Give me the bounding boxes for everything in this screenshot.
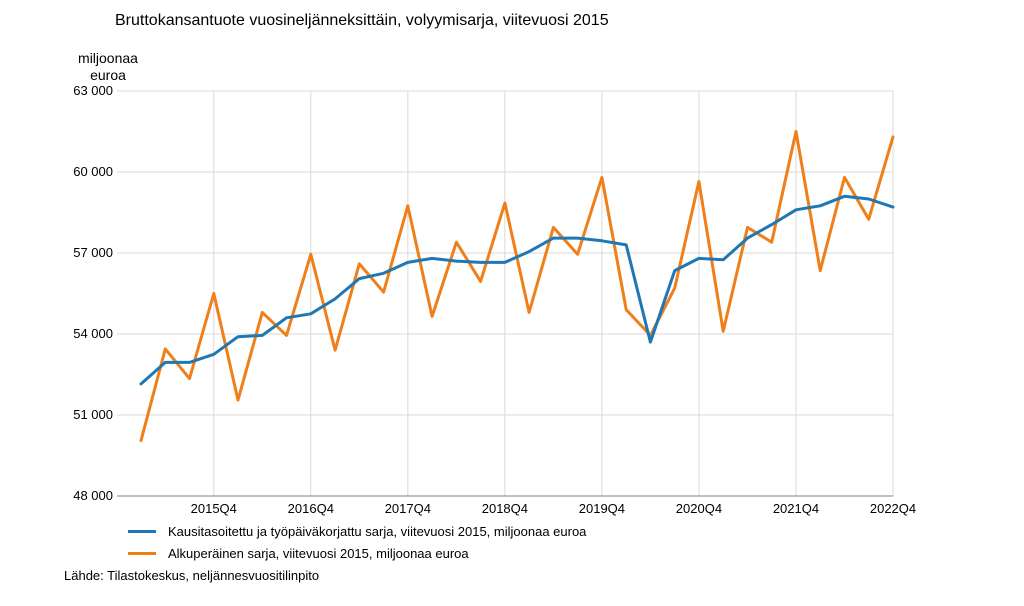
x-tick-label: 2017Q4	[385, 501, 431, 516]
legend-swatch-orange	[128, 551, 156, 555]
series-line-original	[139, 130, 895, 443]
x-tick-label: 2020Q4	[676, 501, 722, 516]
legend-swatch-blue	[128, 529, 156, 533]
grid	[117, 90, 894, 496]
x-tick-label: 2022Q4	[870, 501, 916, 516]
y-tick-label: 63 000	[73, 83, 113, 98]
y-tick-labels: 48 000 51 000 54 000 57 000 60 000 63 000	[73, 83, 113, 503]
y-tick-label: 60 000	[73, 164, 113, 179]
legend: Kausitasoitettu ja työpäiväkorjattu sarj…	[128, 520, 586, 564]
legend-label: Kausitasoitettu ja työpäiväkorjattu sarj…	[168, 523, 587, 539]
x-tick-label: 2019Q4	[579, 501, 625, 516]
legend-item-original: Alkuperäinen sarja, viitevuosi 2015, mil…	[128, 542, 586, 564]
x-tick-labels: 2015Q4 2016Q4 2017Q4 2018Q4 2019Q4 2020Q4 2021…	[191, 501, 916, 516]
source-note: Lähde: Tilastokeskus, neljännesvuositili…	[64, 568, 320, 583]
x-tick-label: 2015Q4	[191, 501, 237, 516]
x-tick-label: 2016Q4	[288, 501, 334, 516]
series-line-seasonally-adjusted	[139, 194, 895, 386]
chart-title: Bruttokansantuote vuosineljänneksittäin,…	[115, 12, 609, 29]
y-tick-label: 57 000	[73, 245, 113, 260]
y-axis-label: miljoonaa euroa	[78, 50, 138, 83]
legend-label: Alkuperäinen sarja, viitevuosi 2015, mil…	[168, 545, 469, 561]
y-tick-label: 48 000	[73, 488, 113, 503]
series	[139, 130, 895, 443]
y-tick-label: 54 000	[73, 326, 113, 341]
x-tick-label: 2018Q4	[482, 501, 528, 516]
legend-item-seasonally-adjusted: Kausitasoitettu ja työpäiväkorjattu sarj…	[128, 520, 586, 542]
x-tick-label: 2021Q4	[773, 501, 819, 516]
y-tick-label: 51 000	[73, 407, 113, 422]
